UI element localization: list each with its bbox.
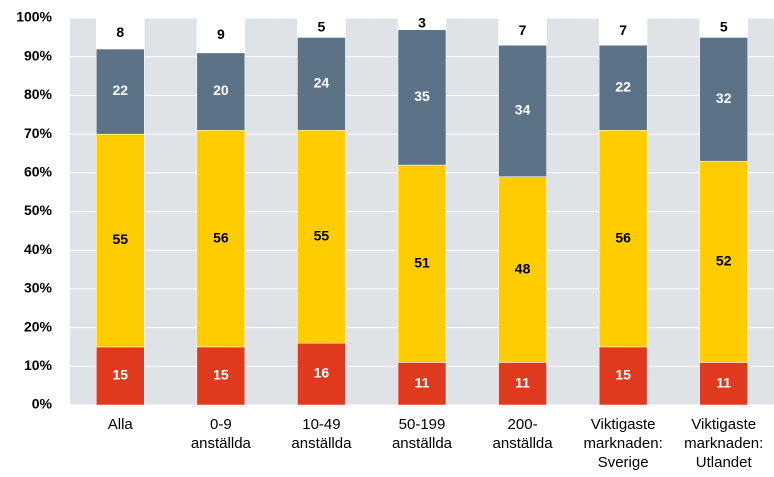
x-tick-line: Viktigaste [591, 416, 656, 433]
value-label: 15 [112, 367, 128, 383]
value-label: 7 [619, 22, 627, 38]
x-tick-label: 200- anställda [493, 416, 554, 452]
y-tick-label: 30% [24, 280, 53, 296]
bar-segment [297, 17, 346, 38]
x-tick-line: 200- [508, 416, 538, 433]
x-tick-label: 0-9 anställda [191, 416, 252, 452]
y-tick-label: 100% [16, 9, 52, 25]
bar-segment [297, 37, 346, 131]
value-label: 11 [415, 374, 430, 390]
x-tick-line: anställda [291, 435, 352, 452]
value-label: 34 [515, 102, 531, 118]
bar-segment [498, 362, 547, 406]
bar-segment [96, 346, 145, 406]
value-label: 20 [213, 82, 229, 98]
bar-segment [397, 164, 447, 363]
bar-segment [598, 129, 648, 348]
value-label: 16 [314, 365, 330, 381]
value-label: 7 [519, 22, 527, 38]
x-tick-line: 10-49 [302, 416, 340, 433]
x-tick-line: Viktigaste [691, 416, 756, 433]
x-tick-line: Alla [108, 416, 134, 433]
bar-segment [397, 362, 447, 406]
value-label: 5 [720, 18, 728, 34]
value-label: 8 [116, 24, 124, 40]
bar-segment [598, 17, 648, 46]
value-label: 22 [615, 78, 631, 94]
bar-segment [297, 342, 346, 406]
bar-segment [699, 160, 748, 363]
x-tick-line: marknaden: [684, 435, 763, 452]
x-tick-line: 50-199 [399, 416, 446, 433]
value-label: 9 [217, 26, 225, 42]
x-tick-line: Sverige [598, 454, 649, 471]
bar-segment [96, 17, 145, 50]
value-label: 48 [515, 260, 531, 276]
value-label: 56 [615, 229, 631, 245]
x-tick-label: Viktigaste marknaden: Utlandet [684, 416, 763, 471]
x-tick-line: anställda [392, 435, 453, 452]
x-tick-line: Utlandet [696, 454, 753, 471]
value-label: 24 [314, 74, 330, 90]
x-tick-line: anställda [191, 435, 252, 452]
x-tick-line: anställda [493, 435, 554, 452]
y-tick-label: 70% [24, 125, 53, 141]
bar-segment [699, 362, 748, 406]
bar-segment [196, 52, 246, 131]
y-tick-label: 90% [24, 47, 53, 63]
bar-segment [498, 17, 547, 46]
value-label: 51 [414, 254, 430, 270]
x-tick-line: 0-9 [210, 416, 232, 433]
value-label: 15 [213, 367, 229, 383]
y-tick-label: 60% [24, 164, 53, 180]
bar-segment [397, 29, 447, 166]
y-tick-label: 80% [24, 86, 53, 102]
bar-segment [699, 17, 748, 38]
bar-segment [598, 346, 648, 406]
value-label: 22 [112, 82, 128, 98]
value-label: 35 [414, 88, 430, 104]
x-tick-label: 10-49 anställda [291, 416, 352, 452]
value-label: 15 [615, 367, 631, 383]
value-label: 11 [515, 374, 530, 390]
y-tick-label: 20% [24, 318, 53, 334]
x-tick-label: Alla [108, 416, 134, 433]
y-tick-label: 40% [24, 241, 53, 257]
bar-segment [196, 346, 246, 406]
y-tick-label: 50% [24, 202, 53, 218]
bar-segment [96, 133, 145, 348]
value-label: 5 [318, 18, 326, 34]
y-tick-label: 0% [32, 396, 53, 412]
bar-segment [196, 129, 246, 348]
value-label: 11 [716, 374, 731, 390]
value-label: 52 [716, 253, 732, 269]
value-label: 32 [716, 90, 732, 106]
bar-segment [699, 37, 748, 162]
value-label: 55 [112, 231, 128, 247]
bar-segment [96, 48, 145, 135]
x-tick-label: Viktigaste marknaden: Sverige [584, 416, 663, 471]
value-label: 55 [314, 227, 330, 243]
value-label: 3 [418, 15, 426, 31]
value-label: 56 [213, 229, 229, 245]
y-tick-label: 10% [24, 357, 53, 373]
bar-segment [598, 44, 648, 131]
bar-segment [196, 17, 246, 54]
x-tick-line: marknaden: [584, 435, 663, 452]
bar-segment [397, 17, 447, 30]
bar-segment [297, 129, 346, 344]
bar-segment [498, 44, 547, 177]
x-tick-label: 50-199 anställda [392, 416, 453, 452]
bar-segment [498, 176, 547, 363]
